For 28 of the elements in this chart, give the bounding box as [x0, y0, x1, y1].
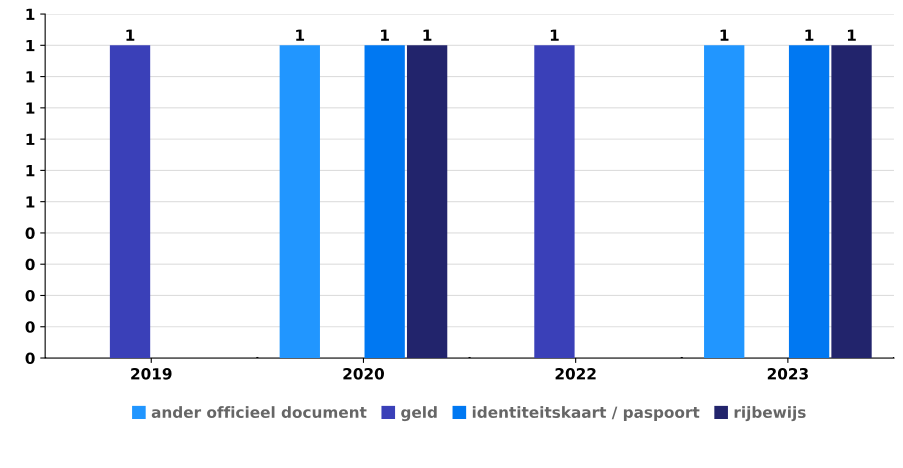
y-tick-label: 0	[26, 227, 35, 239]
legend-label: ander officieel document	[152, 406, 367, 418]
data-label: 1	[720, 30, 728, 41]
y-tick-label: 1	[26, 8, 34, 20]
legend-label: geld	[401, 406, 437, 422]
x-tick-label: 2022	[556, 368, 596, 380]
data-label: 1	[848, 30, 856, 41]
y-tick-label: 0	[26, 258, 35, 270]
data-label: 1	[126, 30, 134, 41]
data-label: 1	[296, 30, 304, 41]
y-tick-label: 1	[26, 196, 34, 208]
x-tick-label: 2019	[131, 368, 172, 380]
data-label: 1	[550, 30, 559, 41]
y-tick-label: 0	[26, 290, 35, 302]
y-tick-label: 0	[26, 321, 35, 333]
data-label: 1	[381, 30, 389, 41]
data-label: 1	[805, 30, 814, 41]
y-tick-label: 1	[26, 165, 34, 176]
data-label: 1	[424, 30, 432, 41]
y-tick-label: 0	[26, 352, 35, 364]
legend-label: rijbewijs	[734, 406, 806, 422]
y-tick-label: 1	[26, 71, 34, 82]
x-tick-label: 2023	[768, 368, 808, 380]
y-tick-label: 1	[26, 134, 34, 145]
y-tick-label: 1	[26, 40, 34, 52]
y-tick-label: 1	[26, 102, 34, 114]
x-tick-label: 2020	[343, 368, 384, 380]
legend-label: identiteitskaart / paspoort	[472, 406, 700, 421]
